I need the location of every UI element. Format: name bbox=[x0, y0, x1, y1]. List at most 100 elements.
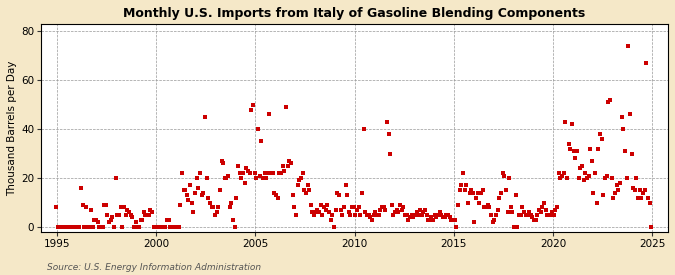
Point bbox=[126, 213, 136, 217]
Point bbox=[183, 198, 194, 202]
Point bbox=[646, 225, 657, 229]
Point bbox=[628, 186, 639, 190]
Point bbox=[512, 225, 523, 229]
Point bbox=[241, 166, 252, 170]
Point bbox=[193, 186, 204, 190]
Point bbox=[53, 225, 63, 229]
Point bbox=[51, 205, 61, 210]
Point bbox=[201, 176, 212, 180]
Point bbox=[219, 176, 230, 180]
Point bbox=[160, 225, 171, 229]
Point bbox=[209, 213, 220, 217]
Point bbox=[444, 215, 455, 219]
Point bbox=[367, 218, 377, 222]
Point bbox=[54, 225, 65, 229]
Point bbox=[537, 205, 547, 210]
Point bbox=[207, 205, 217, 210]
Point bbox=[84, 225, 95, 229]
Point bbox=[564, 142, 574, 146]
Point bbox=[186, 200, 197, 205]
Point bbox=[555, 176, 566, 180]
Point bbox=[266, 171, 277, 175]
Point bbox=[120, 213, 131, 217]
Point bbox=[499, 173, 510, 178]
Point bbox=[176, 171, 187, 175]
Point bbox=[130, 220, 141, 224]
Point bbox=[610, 191, 620, 195]
Point bbox=[330, 208, 341, 212]
Point bbox=[514, 213, 524, 217]
Point bbox=[437, 215, 448, 219]
Point bbox=[143, 213, 154, 217]
Point bbox=[348, 205, 359, 210]
Point bbox=[446, 218, 457, 222]
Point bbox=[396, 208, 407, 212]
Point bbox=[68, 225, 78, 229]
Point bbox=[275, 171, 286, 175]
Point bbox=[591, 200, 602, 205]
Point bbox=[182, 193, 192, 197]
Point bbox=[168, 225, 179, 229]
Point bbox=[64, 225, 75, 229]
Point bbox=[385, 151, 396, 156]
Point bbox=[578, 178, 589, 183]
Point bbox=[252, 127, 263, 131]
Point bbox=[542, 213, 553, 217]
Point bbox=[230, 225, 240, 229]
Point bbox=[448, 218, 458, 222]
Point bbox=[185, 183, 196, 188]
Point bbox=[576, 164, 587, 168]
Point bbox=[483, 203, 493, 207]
Point bbox=[337, 213, 348, 217]
Point bbox=[56, 225, 67, 229]
Point bbox=[305, 203, 316, 207]
Point bbox=[587, 159, 597, 163]
Point bbox=[450, 218, 460, 222]
Point bbox=[329, 225, 340, 229]
Point bbox=[211, 210, 222, 214]
Point bbox=[529, 218, 539, 222]
Point bbox=[533, 208, 544, 212]
Point bbox=[231, 196, 242, 200]
Point bbox=[233, 164, 244, 168]
Point bbox=[274, 171, 285, 175]
Point bbox=[459, 188, 470, 192]
Point bbox=[404, 215, 415, 219]
Point bbox=[102, 213, 113, 217]
Point bbox=[333, 193, 344, 197]
Point bbox=[383, 132, 394, 136]
Point bbox=[583, 173, 594, 178]
Point bbox=[59, 225, 70, 229]
Point bbox=[370, 210, 381, 214]
Point bbox=[242, 169, 253, 173]
Point bbox=[307, 210, 318, 214]
Point bbox=[315, 203, 326, 207]
Point bbox=[402, 213, 412, 217]
Point bbox=[570, 156, 580, 161]
Point bbox=[645, 200, 655, 205]
Point bbox=[347, 205, 358, 210]
Point bbox=[163, 218, 174, 222]
Point bbox=[638, 191, 649, 195]
Point bbox=[414, 208, 425, 212]
Point bbox=[502, 210, 513, 214]
Point bbox=[62, 225, 73, 229]
Point bbox=[127, 215, 138, 219]
Point bbox=[277, 164, 288, 168]
Point bbox=[476, 191, 487, 195]
Point bbox=[325, 218, 336, 222]
Point bbox=[462, 200, 473, 205]
Point bbox=[429, 213, 440, 217]
Point bbox=[146, 210, 157, 214]
Point bbox=[188, 210, 199, 214]
Point bbox=[403, 218, 414, 222]
Point bbox=[332, 191, 343, 195]
Point bbox=[406, 213, 417, 217]
Point bbox=[605, 98, 616, 102]
Point bbox=[323, 210, 334, 214]
Point bbox=[395, 203, 406, 207]
Point bbox=[393, 210, 404, 214]
Point bbox=[620, 149, 630, 153]
Point bbox=[484, 205, 495, 210]
Point bbox=[608, 196, 619, 200]
